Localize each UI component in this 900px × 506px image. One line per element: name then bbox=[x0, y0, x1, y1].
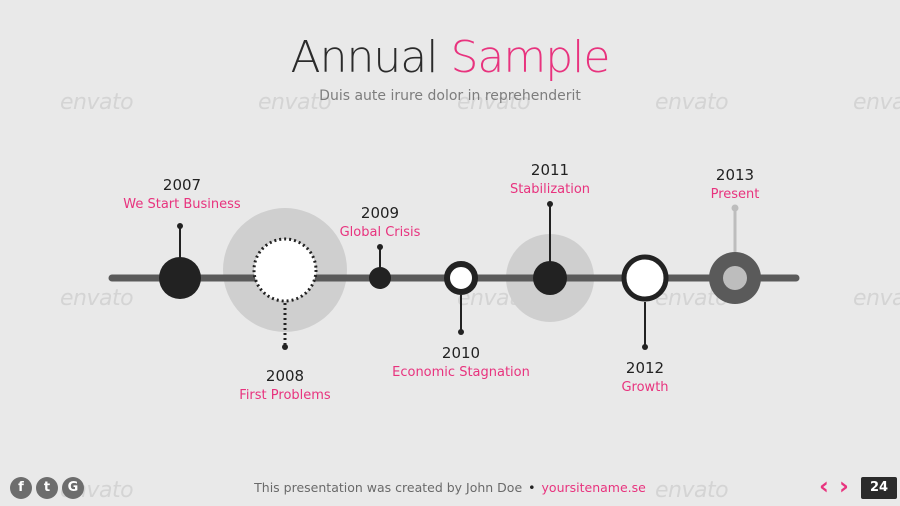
milestone-label-2007: 2007 We Start Business bbox=[92, 176, 272, 213]
node-2009[interactable] bbox=[369, 267, 391, 289]
milestone-label-2010: 2010 Economic Stagnation bbox=[371, 344, 551, 381]
milestone-year: 2007 bbox=[162, 176, 202, 194]
milestone-year: 2012 bbox=[625, 359, 665, 377]
slide-title: Annual Sample bbox=[0, 30, 900, 86]
stem-dot-2010 bbox=[458, 329, 464, 335]
footer-site-link[interactable]: yoursitename.se bbox=[541, 480, 646, 495]
milestone-label-2011: 2011 Stabilization bbox=[460, 161, 640, 198]
stem-dot-2008 bbox=[282, 344, 288, 350]
milestone-year: 2009 bbox=[360, 204, 400, 222]
facebook-icon[interactable]: f bbox=[10, 477, 32, 499]
stem-dot-2007 bbox=[177, 223, 183, 229]
node-2013-inner bbox=[723, 266, 747, 290]
milestone-event: Stabilization bbox=[509, 182, 591, 197]
node-2010[interactable] bbox=[444, 261, 478, 295]
prev-slide-button[interactable]: ‹ bbox=[819, 472, 829, 500]
milestone-year: 2008 bbox=[265, 367, 305, 385]
watermark: envato bbox=[655, 478, 729, 503]
milestone-event: Global Crisis bbox=[339, 225, 421, 240]
slide-subtitle: Duis aute irure dolor in reprehenderit bbox=[319, 88, 581, 104]
milestone-event: We Start Business bbox=[123, 197, 241, 212]
watermark: envato bbox=[457, 90, 531, 115]
node-2008[interactable] bbox=[252, 237, 318, 303]
watermark: envato bbox=[853, 90, 900, 115]
milestone-year: 2011 bbox=[530, 161, 570, 179]
milestone-event: Present bbox=[710, 187, 760, 202]
milestone-label-2009: 2009 Global Crisis bbox=[290, 204, 470, 241]
watermark: envato bbox=[853, 286, 900, 311]
node-2012[interactable] bbox=[621, 254, 669, 302]
title-part-1: Annual bbox=[290, 32, 439, 83]
stem-dot-2012 bbox=[642, 344, 648, 350]
footer-credit: This presentation was created by John Do… bbox=[254, 480, 523, 495]
milestone-label-2012: 2012 Growth bbox=[555, 359, 735, 396]
milestone-label-2013: 2013 Present bbox=[645, 166, 825, 203]
stem-dot-2013 bbox=[731, 204, 739, 212]
stem-dot-2009 bbox=[377, 244, 383, 250]
milestone-year: 2013 bbox=[715, 166, 755, 184]
watermark: envato bbox=[60, 286, 134, 311]
twitter-icon[interactable]: t bbox=[36, 477, 58, 499]
page-number: 24 bbox=[861, 477, 897, 499]
watermark: envato bbox=[655, 90, 729, 115]
milestone-event: First Problems bbox=[239, 388, 331, 403]
milestone-event: Growth bbox=[621, 380, 669, 395]
node-2007[interactable] bbox=[159, 257, 201, 299]
footer-credit-line: This presentation was created by John Do… bbox=[0, 479, 900, 497]
title-part-2: Sample bbox=[450, 32, 610, 83]
watermark: envato bbox=[60, 90, 134, 115]
node-2011[interactable] bbox=[533, 261, 567, 295]
milestone-event: Economic Stagnation bbox=[392, 365, 530, 380]
google-icon[interactable]: G bbox=[62, 477, 84, 499]
stem-dot-2011 bbox=[547, 201, 553, 207]
next-slide-button[interactable]: › bbox=[839, 472, 849, 500]
milestone-label-2008: 2008 First Problems bbox=[195, 367, 375, 404]
milestone-year: 2010 bbox=[441, 344, 481, 362]
watermark: envato bbox=[258, 90, 332, 115]
separator-dot: • bbox=[528, 480, 536, 495]
